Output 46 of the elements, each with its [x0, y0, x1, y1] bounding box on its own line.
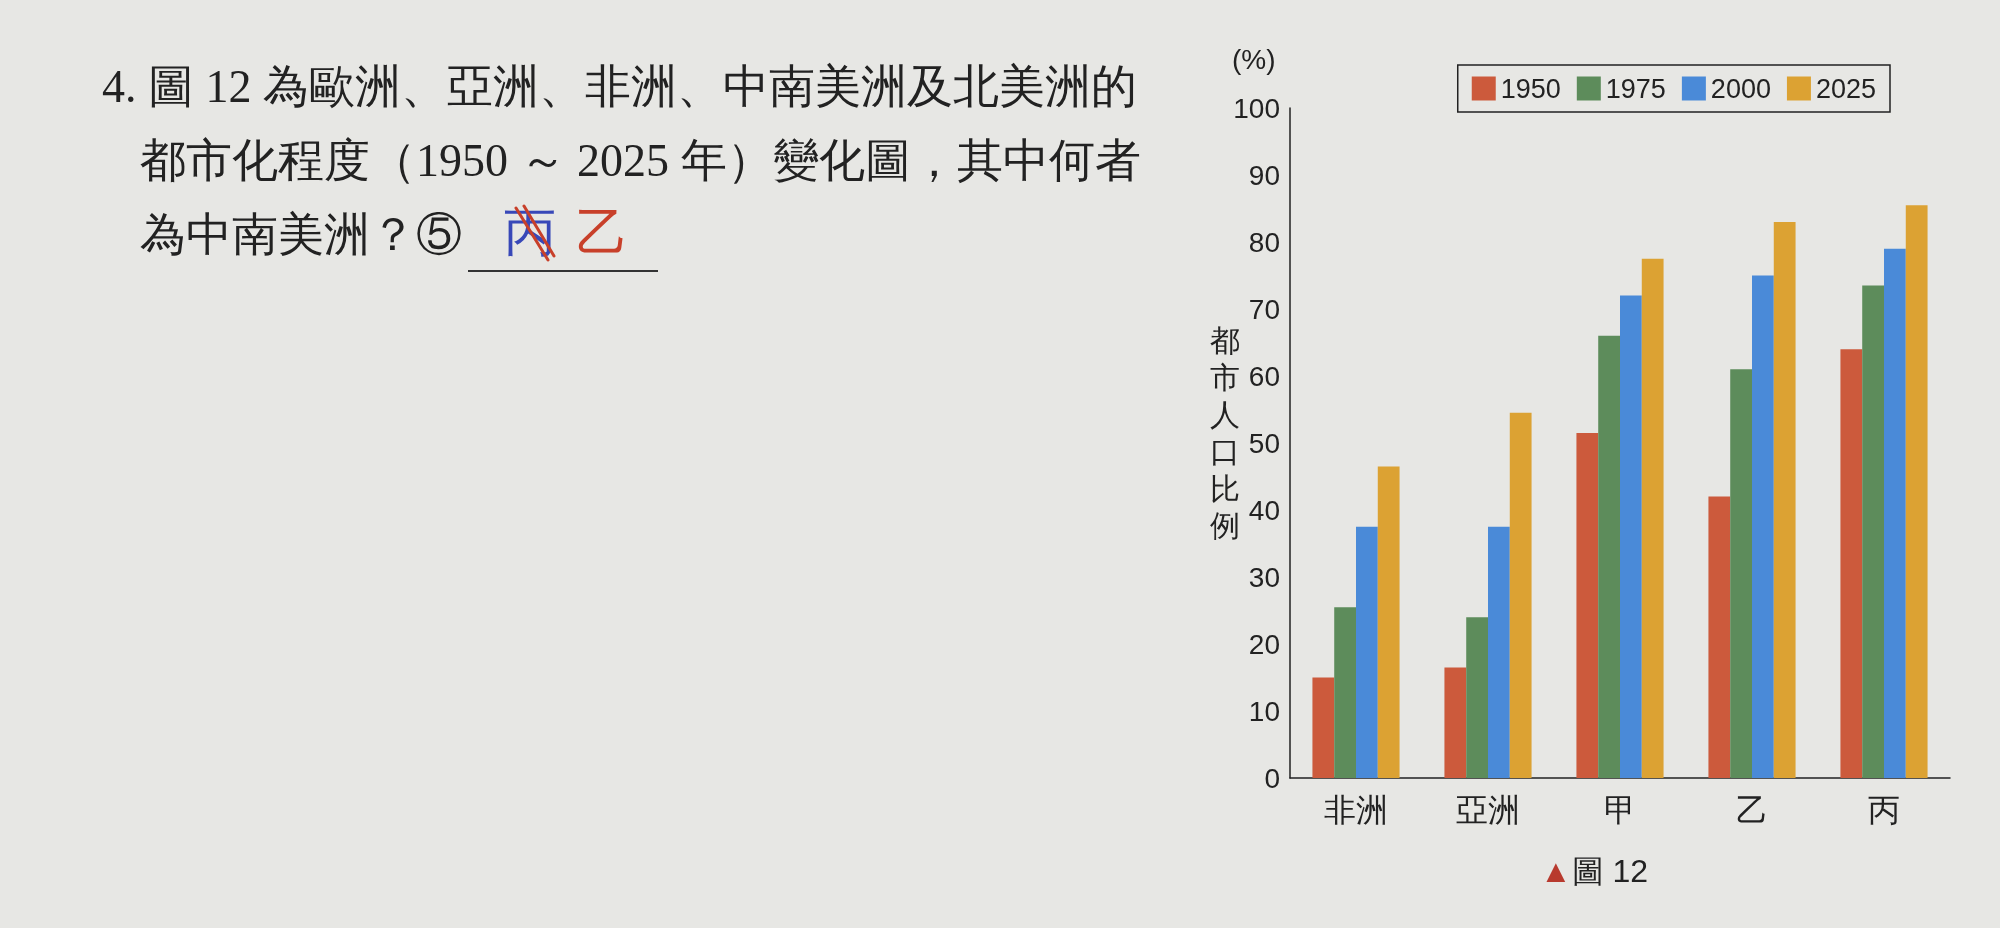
legend-label: 2025 [1815, 73, 1877, 104]
bar [1905, 205, 1928, 778]
y-tick-label: 50 [1248, 427, 1280, 459]
y-tick-label: 20 [1248, 628, 1280, 660]
x-tick-label: 乙 [1736, 791, 1768, 829]
bar [1444, 667, 1467, 778]
y-tick-label: 100 [1233, 92, 1280, 124]
y-tick-label: 60 [1248, 360, 1280, 392]
bar [1620, 295, 1642, 778]
y-tick-label: 80 [1248, 226, 1280, 258]
bar [1334, 607, 1356, 778]
bar [1884, 248, 1906, 778]
bar [1576, 432, 1599, 778]
y-tick-label: 90 [1248, 159, 1280, 191]
text: 4. 圖 12 為歐洲、亞洲、非洲、中南美洲及北美洲的 [102, 61, 1137, 112]
bar [1840, 349, 1863, 778]
bar [1730, 369, 1752, 778]
text: 為中南美洲？⑤ [140, 209, 462, 260]
bar [1641, 258, 1664, 778]
bar [1708, 496, 1731, 778]
bar [1752, 275, 1774, 778]
text: ▲圖 12 [1540, 852, 1649, 891]
text: (%) [1232, 44, 1276, 76]
bar [1598, 335, 1620, 778]
y-tick-label: 0 [1264, 762, 1280, 794]
bar [1312, 677, 1335, 778]
bar [1862, 285, 1884, 778]
bar [1466, 617, 1488, 778]
x-tick-label: 丙 [1868, 791, 1900, 829]
legend-label: 1950 [1500, 73, 1561, 104]
bar [1377, 466, 1400, 778]
y-axis-title: 都市人口比例 [1210, 322, 1241, 544]
text: 都市化程度（1950 ～ 2025 年）變化圖，其中何者 [140, 135, 1141, 186]
x-tick-label: 甲 [1604, 791, 1636, 829]
bar [1773, 221, 1796, 778]
x-tick-label: 非洲 [1324, 791, 1388, 829]
y-tick-label: 40 [1248, 494, 1280, 526]
x-tick-label: 亞洲 [1456, 791, 1520, 829]
y-tick-label: 10 [1248, 695, 1280, 727]
y-tick-label: 70 [1248, 293, 1280, 325]
bar [1488, 526, 1510, 778]
legend-label: 2000 [1710, 73, 1771, 104]
bar [1356, 526, 1378, 778]
y-tick-label: 30 [1248, 561, 1280, 593]
legend-label: 1975 [1605, 73, 1666, 104]
bar [1509, 412, 1532, 778]
